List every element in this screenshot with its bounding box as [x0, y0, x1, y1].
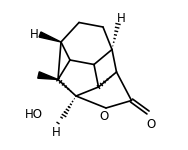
- Text: HO: HO: [25, 108, 43, 120]
- Polygon shape: [38, 72, 58, 80]
- Polygon shape: [39, 32, 61, 42]
- Text: H: H: [52, 126, 61, 138]
- Text: H: H: [30, 28, 38, 41]
- Text: O: O: [146, 118, 156, 131]
- Text: H: H: [117, 12, 125, 24]
- Text: O: O: [100, 111, 109, 123]
